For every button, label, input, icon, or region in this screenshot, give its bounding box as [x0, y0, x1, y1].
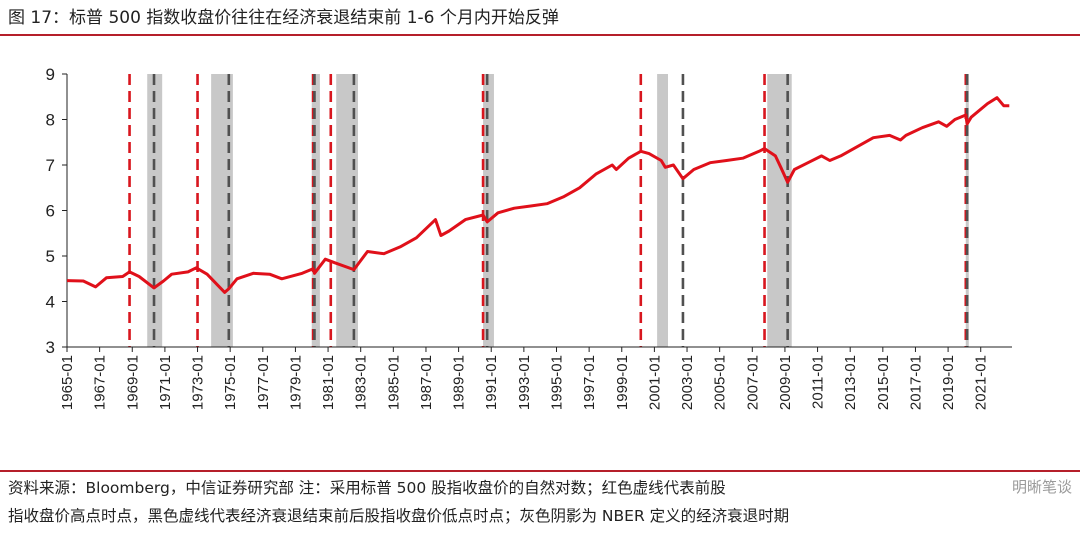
- source-line-2: 指收盘价高点时点，黑色虚线代表经济衰退结束前后股指收盘价低点时点；灰色阴影为 N…: [8, 507, 790, 525]
- x-tick-label: 2003-01: [679, 355, 696, 410]
- y-tick-label: 6: [46, 202, 55, 221]
- sp500-log-chart: 3 4 5 6 7 8 9 1965-01 1967-01 1969-01 1971-01 1973-…: [46, 65, 1012, 410]
- x-tick-label: 1997-01: [581, 355, 598, 410]
- x-tick-label: 1971-01: [157, 355, 174, 410]
- x-tick-label: 2013-01: [842, 355, 859, 410]
- source-line-1: 资料来源：Bloomberg，中信证券研究部 注：采用标普 500 股指收盘价的…: [8, 479, 726, 497]
- x-tick-label: 1989-01: [451, 355, 468, 410]
- x-tick-label: 1969-01: [124, 355, 141, 410]
- x-tick-label: 2017-01: [907, 355, 924, 410]
- x-tick-label: 2009-01: [777, 355, 794, 410]
- source-note: 资料来源：Bloomberg，中信证券研究部 注：采用标普 500 股指收盘价的…: [8, 474, 1076, 530]
- x-tick-label: 1979-01: [287, 355, 304, 410]
- x-tick-label: 2007-01: [744, 355, 761, 410]
- x-tick-label: 1991-01: [483, 355, 500, 410]
- x-tick-label: 1973-01: [190, 355, 207, 410]
- x-tick-label: 2001-01: [646, 355, 663, 410]
- cycle-marker-layer: [128, 74, 969, 347]
- recession-band: [311, 74, 320, 347]
- x-tick-label: 1995-01: [548, 355, 565, 410]
- x-tick-label: 2021-01: [973, 355, 990, 410]
- x-tick-label: 2015-01: [875, 355, 892, 410]
- recession-band: [211, 74, 233, 347]
- x-tick-label: 1965-01: [59, 355, 76, 410]
- x-tick-label: 2011-01: [810, 355, 827, 409]
- x-tick-label: 1981-01: [320, 355, 337, 410]
- x-tick-label: 2019-01: [940, 355, 957, 410]
- y-tick-label: 7: [46, 156, 55, 175]
- x-tick-label: 1987-01: [418, 355, 435, 410]
- x-tick-label: 1975-01: [222, 355, 239, 410]
- x-tick-label: 1993-01: [516, 355, 533, 410]
- x-tick-label: 1985-01: [385, 355, 402, 410]
- axes: 3 4 5 6 7 8 9 1965-01 1967-01 1969-01 1971-01 1973-…: [46, 65, 1012, 410]
- recession-band: [657, 74, 668, 347]
- x-tick-label: 1983-01: [353, 355, 370, 410]
- watermark-text: 明晰笔谈: [1011, 478, 1072, 496]
- x-tick-label: 1967-01: [92, 355, 109, 410]
- y-tick-label: 8: [46, 111, 55, 130]
- recession-band: [483, 74, 494, 347]
- source-rule: [0, 470, 1080, 472]
- recession-band: [336, 74, 358, 347]
- y-tick-label: 4: [46, 293, 55, 312]
- sp500-log-close-line: [66, 96, 1010, 294]
- y-tick-label: 5: [46, 247, 55, 266]
- recession-shading-layer: [147, 74, 969, 347]
- x-tick-label: 1977-01: [255, 355, 272, 410]
- x-tick-label: 2005-01: [712, 355, 729, 410]
- title-rule: [0, 34, 1080, 36]
- y-tick-label: 9: [46, 65, 55, 84]
- series-layer: [66, 96, 1010, 294]
- figure-title: 图 17：标普 500 指数收盘价往往在经济衰退结束前 1-6 个月内开始反弹: [8, 8, 559, 28]
- y-tick-label: 3: [46, 338, 55, 357]
- x-tick-label: 1999-01: [614, 355, 631, 410]
